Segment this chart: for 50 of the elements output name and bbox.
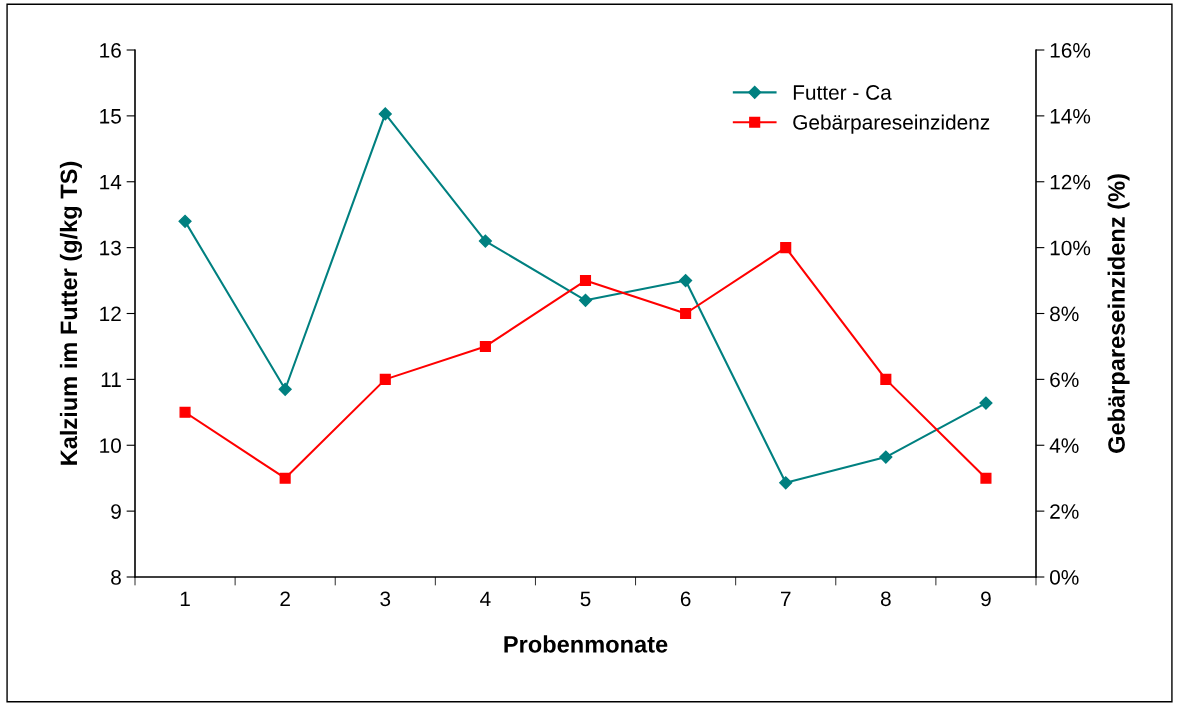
x-tick-label: 6 bbox=[680, 591, 691, 607]
y2-tick-label: 0% bbox=[1050, 570, 1079, 585]
point bbox=[579, 275, 592, 287]
y-tick-label: 13 bbox=[100, 240, 121, 256]
point bbox=[880, 373, 892, 385]
y2-tick-label: 16% bbox=[1050, 43, 1091, 58]
y-tick-label: 12 bbox=[100, 306, 121, 322]
y2-tick-label: 8% bbox=[1050, 306, 1079, 322]
point bbox=[679, 273, 693, 288]
point bbox=[479, 340, 491, 352]
x-tick-label: 5 bbox=[580, 591, 591, 607]
point bbox=[378, 107, 392, 121]
y2-tick-label: 12% bbox=[1050, 174, 1091, 190]
y2-tick-label: 10% bbox=[1050, 240, 1091, 256]
x-tick-label: 8 bbox=[880, 591, 891, 607]
point bbox=[780, 242, 792, 254]
y2-tick-label: 2% bbox=[1050, 504, 1079, 519]
point bbox=[179, 406, 191, 418]
y-tick-label: 9 bbox=[111, 504, 121, 519]
x-tick-label: 4 bbox=[480, 591, 491, 606]
point bbox=[680, 307, 692, 320]
point bbox=[879, 450, 893, 464]
y-tick-label: 11 bbox=[101, 372, 121, 387]
x-tick-label: 3 bbox=[380, 591, 391, 607]
y2-tick-label: 6% bbox=[1050, 372, 1079, 388]
legend-label: Gebärpareseinzidenz bbox=[793, 114, 990, 134]
point bbox=[779, 476, 793, 490]
x-tick-label: 9 bbox=[981, 591, 991, 607]
point bbox=[578, 293, 593, 307]
legend-label: Futter - Ca bbox=[793, 85, 892, 100]
y2-tick-label: 4% bbox=[1049, 438, 1079, 453]
y-tick-label: 14 bbox=[100, 174, 122, 190]
y-tick-label: 10 bbox=[100, 438, 121, 453]
y-tick-label: 8 bbox=[111, 570, 121, 585]
point bbox=[278, 382, 292, 396]
x-tick-label: 7 bbox=[781, 591, 791, 606]
y2-tick-label: 14% bbox=[1050, 108, 1091, 124]
point bbox=[979, 396, 993, 410]
y-tick-label: 16 bbox=[100, 43, 121, 58]
y2-axis-title: Gebärpareseinzidenz (%) bbox=[1107, 174, 1130, 453]
point bbox=[279, 472, 291, 484]
point bbox=[478, 234, 492, 248]
y-axis-title: Kalzium im Futter (g/kg TS) bbox=[59, 161, 82, 465]
x-tick-label: 2 bbox=[280, 591, 290, 606]
point bbox=[379, 373, 391, 385]
y-tick-label: 15 bbox=[100, 109, 121, 124]
x-tick-label: 1 bbox=[180, 591, 190, 606]
point bbox=[178, 214, 192, 228]
point bbox=[980, 472, 992, 484]
x-axis-title: Probenmonate bbox=[504, 635, 668, 653]
